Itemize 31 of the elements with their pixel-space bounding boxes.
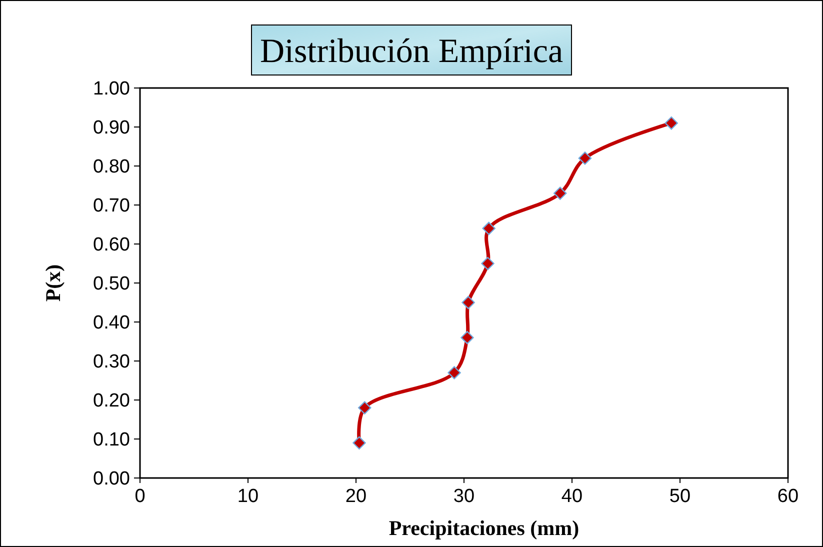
point (358, 401, 372, 414)
y-axis-title: P(x) (41, 264, 65, 302)
point (462, 296, 475, 310)
y-tick-label: 1.00 (93, 78, 130, 100)
point (460, 331, 474, 344)
y-tick-label: 0.90 (93, 118, 130, 139)
y-tick-label: 0.30 (93, 352, 130, 373)
point (481, 256, 494, 270)
y-tick-label: 0.00 (93, 468, 130, 490)
point (664, 116, 678, 130)
x-tick-label: 60 (777, 486, 799, 507)
x-tick-label: 20 (345, 486, 367, 507)
y-tick-label: 0.80 (93, 156, 130, 178)
point (578, 152, 592, 165)
x-tick-label: 50 (669, 486, 691, 507)
point (482, 222, 496, 235)
y-tick-label: 0.20 (93, 390, 130, 412)
y-tick-label: 0.50 (93, 274, 130, 295)
x-tick-label: 10 (237, 486, 259, 507)
y-tick-label: 0.60 (93, 234, 130, 256)
x-tick-label: 0 (134, 486, 146, 507)
point (352, 436, 366, 450)
y-tick-label: 0.10 (93, 430, 130, 451)
x-tick-label: 40 (561, 486, 583, 507)
y-tick-label: 0.40 (93, 312, 130, 334)
point (554, 186, 567, 200)
chart-title: Distribución Empírica (260, 33, 564, 70)
x-tick-label: 30 (453, 486, 475, 507)
y-tick-label: 0.70 (93, 196, 130, 217)
point (448, 366, 461, 380)
x-axis-title: Precipitaciones (mm) (388, 516, 580, 540)
